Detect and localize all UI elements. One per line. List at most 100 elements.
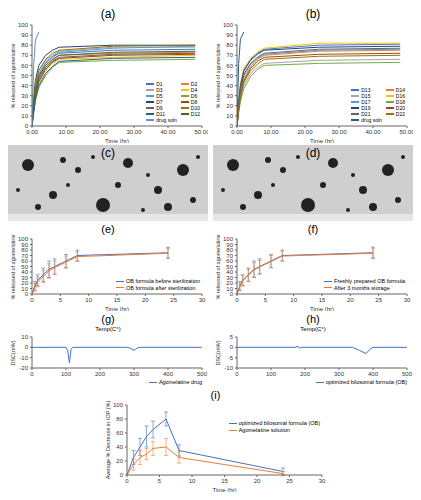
svg-text:50: 50: [226, 264, 233, 270]
svg-text:40: 40: [21, 83, 28, 89]
svg-text:25: 25: [375, 297, 382, 303]
svg-text:0: 0: [230, 123, 234, 129]
svg-text:0: 0: [30, 371, 34, 377]
svg-text:70: 70: [226, 52, 233, 58]
svg-text:100: 100: [223, 22, 234, 28]
svg-text:0: 0: [120, 472, 124, 478]
svg-text:300: 300: [129, 371, 140, 377]
svg-text:30: 30: [21, 275, 28, 281]
svg-text:0: 0: [235, 297, 239, 303]
svg-text:10: 10: [226, 286, 233, 292]
svg-text:80: 80: [116, 416, 123, 422]
svg-text:30.00: 30.00: [331, 129, 347, 135]
svg-text:60: 60: [21, 63, 28, 69]
svg-text:0.00: 0.00: [26, 129, 38, 135]
svg-text:80: 80: [21, 42, 28, 48]
svg-text:60: 60: [226, 258, 233, 264]
svg-text:70: 70: [21, 52, 28, 58]
svg-text:-20: -20: [19, 365, 28, 371]
svg-text:90: 90: [21, 242, 28, 248]
svg-text:20.00: 20.00: [92, 129, 108, 135]
svg-text:30: 30: [226, 275, 233, 281]
svg-text:0.00: 0.00: [231, 129, 243, 135]
svg-text:20.00: 20.00: [297, 129, 313, 135]
svg-text:70: 70: [21, 253, 28, 259]
svg-text:0: 0: [30, 297, 34, 303]
svg-text:40.00: 40.00: [160, 129, 176, 135]
svg-text:0: 0: [235, 371, 239, 377]
svg-text:10: 10: [21, 286, 28, 292]
svg-text:15: 15: [221, 478, 228, 484]
svg-text:0: 0: [230, 344, 234, 350]
svg-text:10: 10: [21, 334, 28, 340]
svg-text:0: 0: [25, 123, 29, 129]
svg-text:50: 50: [226, 73, 233, 79]
svg-text:30: 30: [404, 297, 411, 303]
svg-text:25: 25: [286, 478, 293, 484]
svg-text:400: 400: [163, 371, 174, 377]
svg-text:30: 30: [319, 478, 326, 484]
svg-text:200: 200: [300, 371, 311, 377]
svg-text:20: 20: [254, 478, 261, 484]
svg-text:80: 80: [226, 42, 233, 48]
svg-text:20: 20: [226, 103, 233, 109]
svg-text:10: 10: [21, 113, 28, 119]
svg-text:5: 5: [264, 297, 268, 303]
svg-text:0: 0: [230, 291, 234, 297]
svg-text:-5: -5: [228, 355, 234, 361]
svg-text:80: 80: [226, 247, 233, 253]
svg-text:10: 10: [290, 297, 297, 303]
svg-text:40: 40: [226, 83, 233, 89]
svg-text:50.00: 50.00: [399, 129, 413, 135]
svg-text:40: 40: [21, 269, 28, 275]
svg-text:30: 30: [21, 93, 28, 99]
svg-text:100: 100: [223, 236, 234, 242]
svg-text:5: 5: [59, 297, 63, 303]
svg-text:-10: -10: [224, 365, 233, 371]
svg-text:30: 30: [199, 297, 206, 303]
svg-text:0: 0: [25, 291, 29, 297]
svg-text:20: 20: [21, 103, 28, 109]
svg-text:15: 15: [114, 297, 121, 303]
svg-text:50.00: 50.00: [194, 129, 208, 135]
svg-text:20: 20: [21, 280, 28, 286]
svg-text:90: 90: [21, 32, 28, 38]
svg-text:60: 60: [21, 258, 28, 264]
svg-text:Time (hr): Time (hr): [310, 138, 334, 143]
svg-text:50: 50: [21, 264, 28, 270]
svg-text:5: 5: [158, 478, 162, 484]
svg-text:20: 20: [347, 297, 354, 303]
svg-text:70: 70: [226, 253, 233, 259]
svg-text:100: 100: [266, 371, 277, 377]
svg-text:100: 100: [61, 371, 72, 377]
svg-text:0: 0: [25, 344, 29, 350]
svg-text:10.00: 10.00: [263, 129, 279, 135]
svg-text:80: 80: [21, 247, 28, 253]
svg-text:Time (hr): Time (hr): [212, 487, 236, 492]
svg-text:50: 50: [21, 73, 28, 79]
svg-text:5: 5: [230, 334, 234, 340]
svg-text:100: 100: [113, 402, 124, 408]
svg-text:90: 90: [226, 32, 233, 38]
svg-text:10.00: 10.00: [58, 129, 74, 135]
svg-text:40: 40: [226, 269, 233, 275]
svg-text:20: 20: [116, 458, 123, 464]
svg-text:Time (hr): Time (hr): [105, 138, 129, 143]
svg-text:10: 10: [85, 297, 92, 303]
svg-text:15: 15: [319, 297, 326, 303]
svg-text:500: 500: [197, 371, 208, 377]
svg-text:Time (hr): Time (hr): [310, 306, 334, 311]
svg-text:400: 400: [368, 371, 379, 377]
svg-text:300: 300: [334, 371, 345, 377]
svg-text:100: 100: [18, 22, 29, 28]
svg-text:90: 90: [226, 242, 233, 248]
svg-text:10: 10: [226, 113, 233, 119]
svg-text:40.00: 40.00: [365, 129, 381, 135]
svg-text:0: 0: [125, 478, 129, 484]
svg-text:500: 500: [402, 371, 413, 377]
svg-text:Time (hr): Time (hr): [105, 306, 129, 311]
svg-text:40: 40: [116, 444, 123, 450]
svg-text:20: 20: [142, 297, 149, 303]
svg-text:60: 60: [226, 63, 233, 69]
svg-text:200: 200: [95, 371, 106, 377]
